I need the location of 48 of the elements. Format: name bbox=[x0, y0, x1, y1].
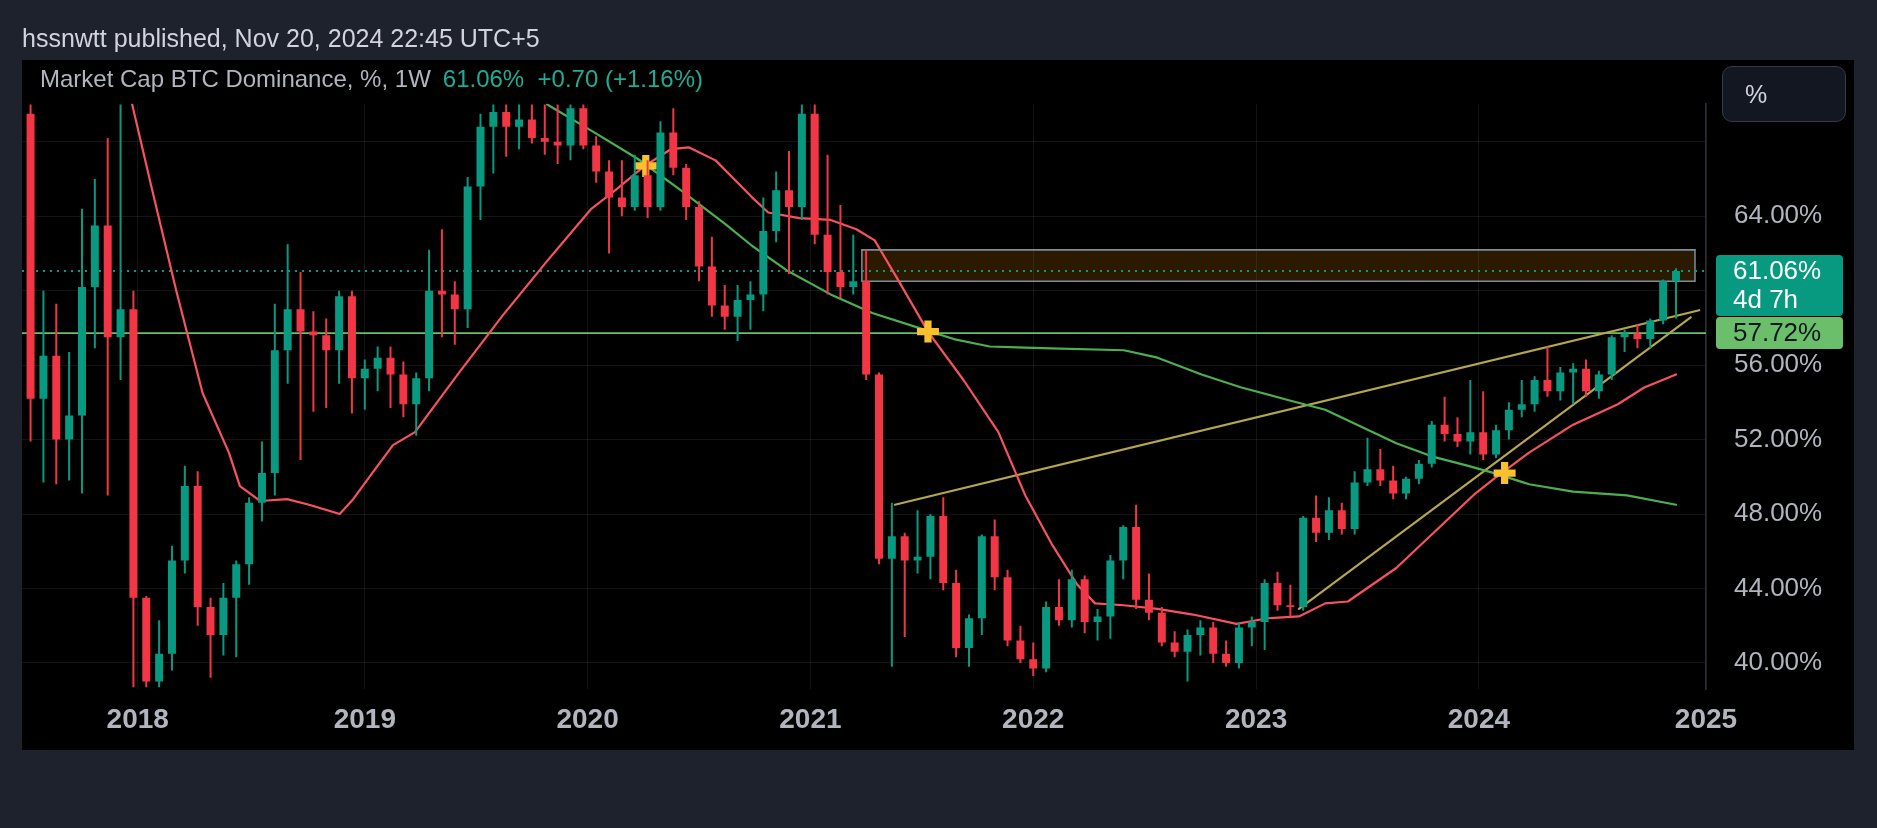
candlestick bbox=[296, 272, 305, 461]
candlestick bbox=[617, 160, 626, 217]
x-tick-label: 2023 bbox=[1224, 702, 1288, 734]
y-tick-label: 64.00% bbox=[1734, 199, 1823, 230]
candlestick bbox=[437, 229, 446, 338]
ref-line-label: 61.06% bbox=[1733, 255, 1822, 286]
y-tick-label: 40.00% bbox=[1734, 646, 1823, 677]
candlestick bbox=[1247, 616, 1256, 647]
candlestick bbox=[553, 104, 562, 165]
point bbox=[916, 320, 939, 343]
candlestick bbox=[1093, 608, 1102, 641]
candlestick bbox=[1376, 448, 1385, 487]
candlestick bbox=[309, 311, 318, 412]
candlestick bbox=[1517, 380, 1526, 418]
x-tick-label: 2018 bbox=[106, 702, 169, 734]
percent-button: % bbox=[1722, 66, 1846, 122]
y-tick-label: 52.00% bbox=[1734, 422, 1823, 453]
candlestick bbox=[836, 205, 845, 299]
x-tick-label: 2025 bbox=[1674, 702, 1738, 734]
text: 61.06% +0.70 (+1.16%) bbox=[442, 65, 703, 92]
candlestick bbox=[1466, 380, 1475, 455]
x-tick-label: 2019 bbox=[333, 702, 396, 734]
candlestick bbox=[887, 502, 896, 667]
x-tick-label: 2022 bbox=[1002, 702, 1065, 734]
candlestick bbox=[65, 352, 74, 481]
candlestick bbox=[785, 151, 793, 274]
ref-line-label: 57.72% bbox=[1733, 317, 1822, 348]
chart-title: hssnwtt published, Nov 20, 2024 22:45 UTC+5 bbox=[22, 23, 540, 53]
candlestick bbox=[746, 281, 755, 330]
candlestick bbox=[913, 510, 922, 574]
candlestick bbox=[1286, 584, 1295, 617]
y-tick-label: 44.00% bbox=[1734, 571, 1823, 602]
chart-subtitle: Market Cap BTC Dominance, %, 1W bbox=[40, 65, 431, 92]
candlestick bbox=[515, 104, 524, 150]
y-tick-label: 56.00% bbox=[1734, 348, 1823, 379]
candlestick bbox=[1029, 642, 1038, 676]
candlestick bbox=[540, 104, 549, 155]
x-tick-label: 2020 bbox=[556, 702, 619, 734]
point bbox=[1493, 462, 1516, 485]
candlestick bbox=[1620, 329, 1629, 353]
x-tick-label: 2024 bbox=[1447, 702, 1511, 734]
text: 4d 7h bbox=[1733, 284, 1799, 315]
x-tick-label: 2021 bbox=[779, 702, 842, 734]
candlestick bbox=[1633, 324, 1642, 349]
candlestick bbox=[322, 318, 331, 408]
candlestick bbox=[116, 104, 125, 381]
y-tick-label: 48.00% bbox=[1734, 497, 1823, 528]
candlestick bbox=[1569, 363, 1578, 405]
